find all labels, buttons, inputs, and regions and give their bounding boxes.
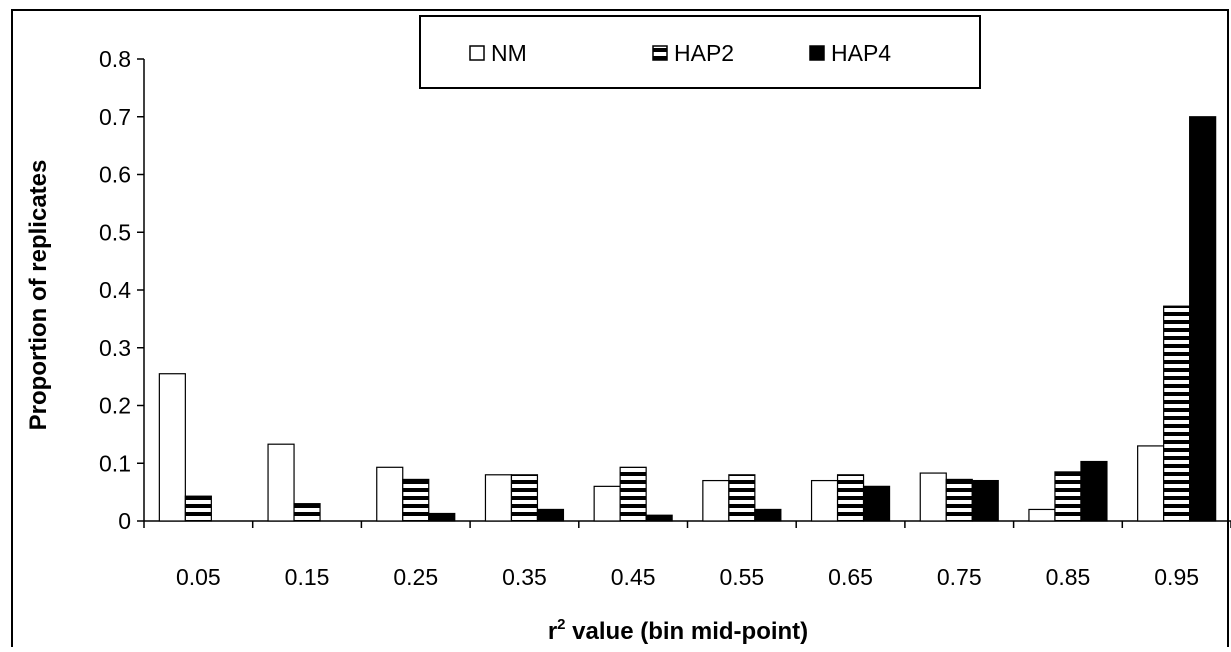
x-tick-label: 0.25 [393,564,438,590]
x-tick-label: 0.55 [719,564,764,590]
y-tick-label: 0.4 [99,277,131,303]
bar-nm-0.55 [702,479,730,522]
y-tick-label: 0 [118,508,131,534]
bar-hap2-0.15 [293,503,321,522]
legend-box [419,15,981,89]
bar-hap2-0.85 [1054,471,1082,522]
x-tick-label: 0.05 [176,564,221,590]
x-axis-title: r2 value (bin mid-point) [548,616,808,645]
y-tick-label: 0.8 [99,46,131,72]
bar-hap2-0.55 [728,474,756,522]
bar-nm-0.85 [1028,508,1056,522]
legend: NM HAP2 HAP4 [419,15,981,89]
x-axis-title-superscript: 2 [557,616,565,633]
bar-nm-0.45 [593,485,621,522]
bar-hap4-0.25 [428,512,456,522]
y-axis-title: Proportion of replicates [25,160,52,431]
bar-hap4-0.85 [1080,460,1108,522]
legend-swatch-nm [469,45,485,61]
bars [158,116,1217,522]
y-tick-label: 0.6 [99,162,131,188]
bar-hap2-0.65 [836,474,865,522]
y-tick-label: 0.1 [99,450,131,476]
y-tick-label: 0.2 [99,393,131,419]
x-tick-label: 0.75 [937,564,982,590]
bar-nm-0.35 [484,474,513,522]
legend-label-hap2: HAP2 [674,40,734,66]
bar-hap4-0.75 [971,479,999,522]
bar-hap4-0.45 [645,514,673,522]
y-axis: 0 0.1 0.2 0.3 0.4 0.5 0.6 0.7 0.8 [99,46,145,534]
x-tick-label: 0.85 [1046,564,1091,590]
y-tick-label: 0.5 [99,219,131,245]
bar-hap4-0.95 [1189,116,1217,522]
bar-hap4-0.35 [536,508,565,522]
bar-nm-0.25 [376,466,404,522]
legend-label-nm: NM [491,40,527,66]
x-tick-label: 0.35 [502,564,547,590]
x-tick-label: 0.65 [828,564,873,590]
bar-hap2-0.95 [1163,305,1191,522]
bar-nm-0.65 [810,479,839,522]
bar-hap2-0.35 [510,474,539,522]
bar-nm-0.75 [919,472,947,522]
legend-label-hap4: HAP4 [831,40,891,66]
bar-nm-0.15 [267,443,295,522]
bar-nm-0.95 [1137,445,1165,522]
bar-hap4-0.55 [754,508,782,522]
bar-nm-0.05 [158,373,186,522]
legend-swatch-hap4 [809,45,825,61]
x-tick-label: 0.95 [1154,564,1199,590]
bar-hap2-0.75 [945,478,973,522]
x-tick-label: 0.45 [611,564,656,590]
bar-hap2-0.45 [619,466,647,522]
bar-hap2-0.05 [184,495,212,522]
x-tick-label: 0.15 [285,564,330,590]
bar-hap4-0.65 [862,485,891,522]
y-tick-label: 0.7 [99,104,131,130]
legend-swatch-hap2 [652,45,668,61]
bar-hap2-0.25 [402,478,430,522]
y-tick-label: 0.3 [99,335,131,361]
x-axis: 0.05 0.15 0.25 0.35 0.45 0.55 0.65 0.75 0.85 0.95 [143,520,1231,590]
chart-border [11,9,1229,652]
